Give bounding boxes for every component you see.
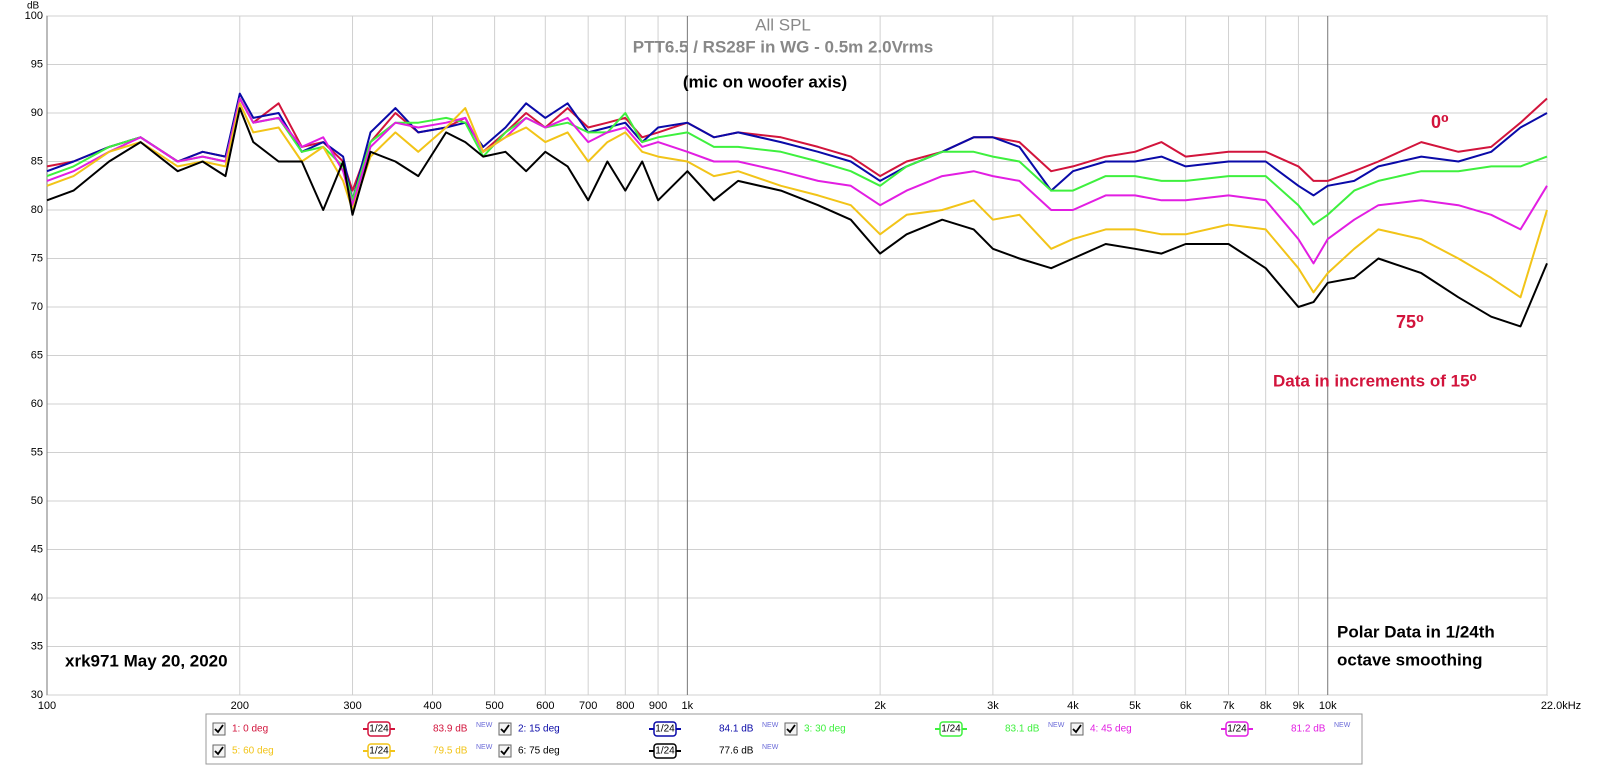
y-tick-label: 30 <box>31 689 43 701</box>
legend-name: 1: 0 deg <box>232 724 268 735</box>
legend-checkbox[interactable] <box>1070 722 1084 736</box>
x-tick-label: 200 <box>231 700 249 712</box>
annotation: 0⁰ <box>1431 112 1449 132</box>
smoothing-label: 1/24 <box>655 724 675 735</box>
y-tick-label: 40 <box>31 592 43 604</box>
smoothing-badge[interactable] <box>653 743 677 759</box>
y-tick-label: 35 <box>31 640 43 652</box>
legend-tag: NEW <box>476 744 493 751</box>
legend-level: 79.5 dB <box>433 746 468 757</box>
checkmark <box>500 724 510 734</box>
y-tick-label: 60 <box>31 398 43 410</box>
annotation: octave smoothing <box>1337 650 1482 669</box>
checkmark <box>1072 724 1082 734</box>
legend-checkbox[interactable] <box>212 744 226 758</box>
checkmark <box>214 746 224 756</box>
legend-name: 6: 75 deg <box>518 746 560 757</box>
legend-tag: NEW <box>1048 722 1065 729</box>
legend-name: 3: 30 deg <box>804 724 846 735</box>
legend-level: 77.6 dB <box>719 746 754 757</box>
legend-checkbox[interactable] <box>784 722 798 736</box>
x-tick-label: 9k <box>1293 700 1305 712</box>
x-tick-label: 900 <box>649 700 667 712</box>
x-tick-label: 4k <box>1067 700 1079 712</box>
legend-tag: NEW <box>476 722 493 729</box>
y-tick-label: 95 <box>31 58 43 70</box>
legend-tag: NEW <box>1334 722 1351 729</box>
y-tick-label: 55 <box>31 446 43 458</box>
y-tick-label: 45 <box>31 543 43 555</box>
x-tick-label: 22.0kHz <box>1541 700 1581 712</box>
checkmark <box>214 724 224 734</box>
annotation: Polar Data in 1/24th <box>1337 622 1495 641</box>
x-tick-label: 8k <box>1260 700 1272 712</box>
y-axis-label: dB <box>27 1 40 12</box>
smoothing-badge[interactable] <box>1225 721 1249 737</box>
smoothing-label: 1/24 <box>655 746 675 757</box>
legend-checkbox[interactable] <box>212 722 226 736</box>
y-tick-label: 90 <box>31 107 43 119</box>
y-tick-label: 70 <box>31 301 43 313</box>
chart-title: All SPL <box>755 15 811 34</box>
annotation: (mic on woofer axis) <box>683 72 847 91</box>
series-line <box>46 97 1548 226</box>
legend-level: 83.1 dB <box>1005 724 1040 735</box>
annotation: Data in increments of 15⁰ <box>1273 371 1477 390</box>
y-tick-label: 65 <box>31 349 43 361</box>
legend-name: 4: 45 deg <box>1090 724 1132 735</box>
x-tick-label: 2k <box>874 700 886 712</box>
smoothing-label: 1/24 <box>941 724 961 735</box>
x-tick-label: 800 <box>616 700 634 712</box>
legend-name: 2: 15 deg <box>518 724 560 735</box>
legend-level: 81.2 dB <box>1291 724 1326 735</box>
annotation: 75⁰ <box>1396 312 1424 332</box>
smoothing-badge[interactable] <box>367 743 391 759</box>
x-tick-label: 600 <box>536 700 554 712</box>
y-tick-label: 80 <box>31 204 43 216</box>
legend-box <box>205 713 1363 765</box>
y-tick-label: 85 <box>31 155 43 167</box>
smoothing-badge[interactable] <box>939 721 963 737</box>
x-tick-label: 100 <box>38 700 56 712</box>
series-line <box>46 97 1548 265</box>
x-tick-label: 700 <box>579 700 597 712</box>
x-tick-label: 6k <box>1180 700 1192 712</box>
x-tick-label: 5k <box>1129 700 1141 712</box>
legend-checkbox[interactable] <box>498 744 512 758</box>
checkmark <box>500 746 510 756</box>
series-line <box>46 102 1548 299</box>
smoothing-badge[interactable] <box>653 721 677 737</box>
legend-level: 83.9 dB <box>433 724 468 735</box>
smoothing-label: 1/24 <box>369 746 389 757</box>
legend-level: 84.1 dB <box>719 724 754 735</box>
smoothing-label: 1/24 <box>369 724 389 735</box>
x-tick-label: 10k <box>1319 700 1337 712</box>
legend-checkbox[interactable] <box>498 722 512 736</box>
y-tick-label: 75 <box>31 252 43 264</box>
x-tick-label: 3k <box>987 700 999 712</box>
x-tick-label: 300 <box>343 700 361 712</box>
x-tick-label: 7k <box>1223 700 1235 712</box>
y-tick-label: 100 <box>25 10 43 22</box>
x-tick-label: 1k <box>682 700 694 712</box>
legend-tag: NEW <box>762 744 779 751</box>
smoothing-badge[interactable] <box>367 721 391 737</box>
annotation: xrk971 May 20, 2020 <box>65 651 228 670</box>
series-line <box>46 107 1548 328</box>
smoothing-label: 1/24 <box>1227 724 1247 735</box>
legend-name: 5: 60 deg <box>232 746 274 757</box>
x-tick-label: 400 <box>423 700 441 712</box>
checkmark <box>786 724 796 734</box>
legend-tag: NEW <box>762 722 779 729</box>
x-tick-label: 500 <box>485 700 503 712</box>
y-tick-label: 50 <box>31 495 43 507</box>
chart-subtitle: PTT6.5 / RS28F in WG - 0.5m 2.0Vrms <box>633 37 933 56</box>
